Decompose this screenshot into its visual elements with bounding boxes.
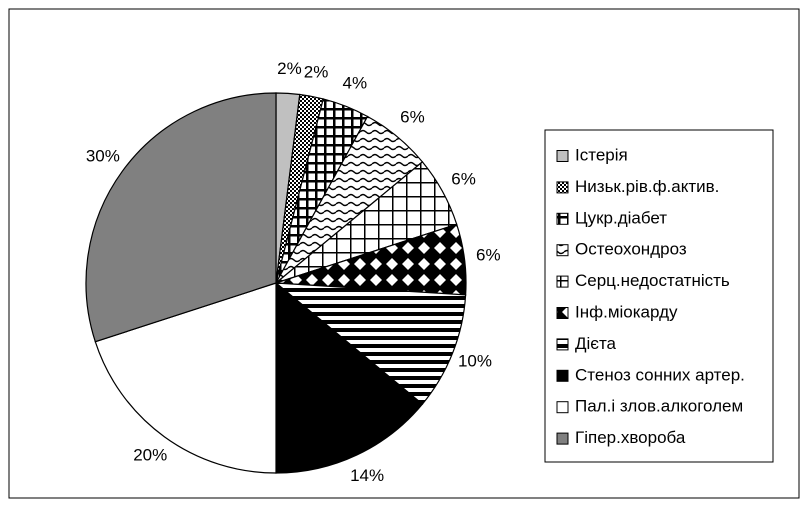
data-label: 2% bbox=[304, 62, 329, 81]
data-label: 14% bbox=[350, 466, 384, 485]
legend-swatch bbox=[556, 212, 569, 225]
legend-swatch bbox=[556, 307, 569, 319]
data-label: 30% bbox=[86, 147, 120, 166]
data-label: 10% bbox=[458, 351, 492, 370]
data-label: 4% bbox=[342, 74, 367, 93]
data-label: 6% bbox=[476, 246, 501, 265]
legend-label: Істерія bbox=[575, 145, 628, 164]
legend-swatch bbox=[556, 369, 569, 382]
pie-slice bbox=[275, 281, 424, 474]
data-label: 20% bbox=[133, 446, 167, 465]
legend-label: Цукр.діабет bbox=[575, 208, 667, 227]
legend-label: Стеноз сонних артер. bbox=[575, 365, 745, 384]
data-label: 6% bbox=[400, 108, 425, 127]
legend-swatch bbox=[556, 244, 569, 257]
legend-label: Низьк.рів.ф.актив. bbox=[575, 177, 719, 196]
legend-swatch bbox=[556, 275, 569, 288]
data-label: 6% bbox=[451, 169, 476, 188]
legend-swatch bbox=[556, 338, 569, 351]
legend-label: Пал.і злов.алкоголем bbox=[575, 397, 743, 416]
legend-label: Інф.міокарду bbox=[575, 302, 678, 321]
legend-label: Остеохондроз bbox=[575, 240, 687, 259]
legend-swatch bbox=[556, 401, 569, 414]
pie-slice bbox=[274, 282, 467, 405]
pie-slice bbox=[85, 92, 277, 343]
legend-swatch bbox=[556, 432, 569, 445]
legend-swatch bbox=[556, 150, 569, 162]
legend-label: Гіпер.хвороба bbox=[575, 428, 686, 447]
pie-slice bbox=[94, 282, 277, 474]
data-label: 2% bbox=[277, 59, 302, 78]
legend-label: Дієта bbox=[575, 334, 617, 353]
legend-swatch bbox=[556, 181, 569, 194]
legend-label: Серц.недостатність bbox=[575, 271, 730, 290]
legend-box bbox=[544, 129, 774, 463]
